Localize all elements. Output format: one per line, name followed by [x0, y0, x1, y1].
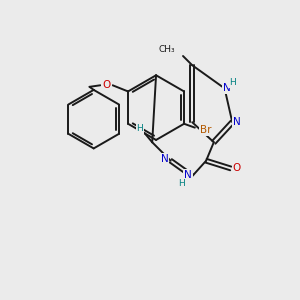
Text: Br: Br: [200, 125, 212, 135]
Text: H: H: [136, 124, 143, 133]
Text: H: H: [229, 78, 236, 87]
Text: O: O: [102, 80, 111, 90]
Text: N: N: [161, 154, 168, 164]
Text: H: H: [178, 179, 185, 188]
Text: N: N: [233, 117, 241, 127]
Text: O: O: [233, 164, 241, 173]
Text: CH₃: CH₃: [159, 45, 175, 54]
Text: N: N: [184, 169, 191, 180]
Text: N: N: [223, 83, 231, 93]
